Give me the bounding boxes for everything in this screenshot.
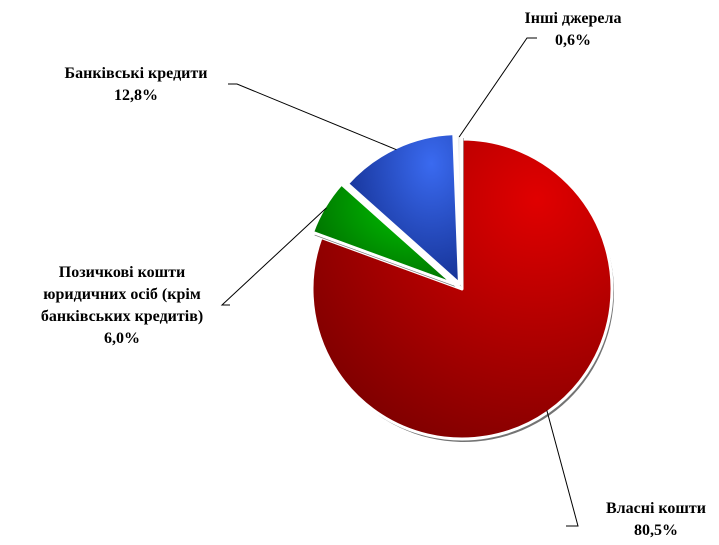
- slice-name-label: Банківські кредити: [65, 65, 208, 82]
- slice-name-label: юридичних осіб (крім: [43, 286, 201, 303]
- leader-line: [228, 83, 397, 151]
- leader-line: [458, 37, 537, 138]
- slice-legal-entities-loans: [311, 182, 455, 286]
- slice-value-label: 0,6%: [555, 32, 591, 49]
- slice-name-label: банківських кредитів): [41, 308, 203, 325]
- slice-bank-loans: [345, 132, 461, 286]
- slice-name-label: Власні кошти: [606, 500, 706, 517]
- leader-lines: [220, 37, 579, 527]
- label-legal-entities-loans: Позичкові кошти юридичних осіб (крім банкі…: [41, 264, 203, 347]
- label-own-funds: Власні кошти 80,5%: [606, 500, 706, 539]
- label-bank-loans: Банківські кредити 12,8%: [65, 65, 208, 104]
- slice-own-funds: [310, 137, 614, 441]
- slice-other-sources: [454, 133, 464, 287]
- leader-line: [220, 207, 327, 306]
- slice-value-label: 80,5%: [634, 522, 678, 539]
- slice-value-label: 6,0%: [104, 330, 140, 347]
- slice-name-label: Позичкові кошти: [59, 264, 185, 281]
- label-other-sources: Інші джерела 0,6%: [525, 10, 622, 49]
- leader-line: [546, 410, 579, 527]
- slice-name-label: Інші джерела: [525, 10, 622, 27]
- pie-slices: [310, 132, 614, 442]
- slice-value-label: 12,8%: [114, 87, 158, 104]
- slice-labels: Власні кошти 80,5% Позичкові кошти юридични…: [41, 10, 706, 539]
